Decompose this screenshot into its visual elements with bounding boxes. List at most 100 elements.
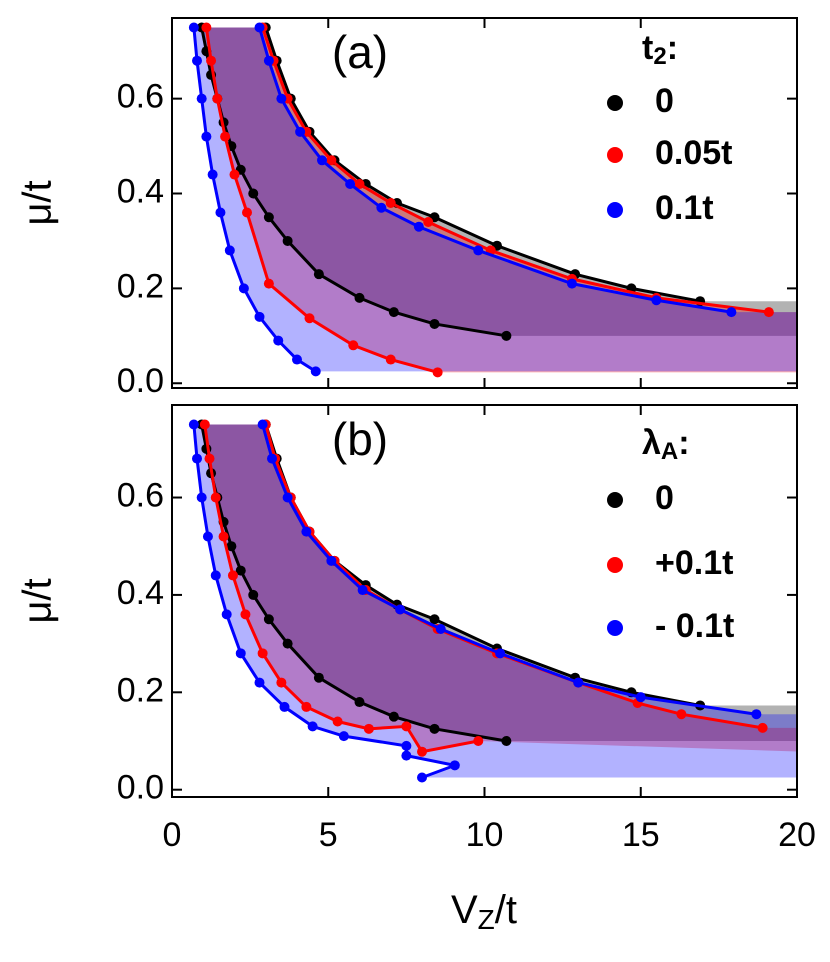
data-point <box>429 723 440 734</box>
series-line <box>264 27 701 303</box>
legend-title-sub: 2 <box>653 43 666 70</box>
y-axis-label: μ/t <box>16 180 60 225</box>
data-point <box>235 565 246 576</box>
legend-title-main: λ <box>642 424 661 462</box>
data-point <box>224 245 235 256</box>
data-point <box>651 295 662 306</box>
data-point <box>401 721 412 732</box>
data-point <box>326 155 337 166</box>
data-point <box>304 313 315 324</box>
data-point <box>501 330 512 341</box>
data-point <box>254 677 265 688</box>
data-point <box>276 93 287 104</box>
legend-label: - 0.1t <box>655 607 734 645</box>
y-tick-label: 0.4 <box>117 574 164 612</box>
x-tick-label: 0 <box>163 816 182 854</box>
data-point <box>188 22 199 33</box>
data-point <box>357 585 368 596</box>
panel-label: (a) <box>332 26 388 78</box>
legend-label: 0.1t <box>655 189 714 227</box>
legend-title-suffix: : <box>678 424 689 462</box>
legend-title: t2: <box>642 29 678 70</box>
data-point <box>763 307 774 318</box>
shaded-region <box>201 27 797 336</box>
data-point <box>248 188 259 199</box>
legend-label: 0 <box>655 479 674 517</box>
data-point <box>273 335 284 346</box>
data-point <box>210 492 221 503</box>
data-point <box>401 740 412 751</box>
legend-marker <box>607 147 623 163</box>
data-point <box>263 614 274 625</box>
data-point <box>301 526 312 537</box>
data-point <box>354 292 365 303</box>
data-point <box>282 235 293 246</box>
y-axis-label: μ/t <box>16 578 60 623</box>
data-point <box>292 354 302 365</box>
y-tick-label: 0.0 <box>117 769 164 807</box>
data-point <box>567 278 577 289</box>
legend-marker <box>607 492 623 508</box>
data-point <box>573 677 584 688</box>
data-point <box>206 55 217 66</box>
data-point <box>267 453 277 464</box>
data-point <box>263 212 274 223</box>
shaded-region <box>193 424 797 778</box>
data-point <box>201 22 212 33</box>
legend-marker <box>607 557 623 573</box>
data-point <box>473 736 484 746</box>
x-axis-label: VZ/t <box>451 888 517 936</box>
data-point <box>401 750 412 761</box>
data-point <box>326 555 337 566</box>
data-point <box>423 216 434 227</box>
data-point <box>363 723 374 734</box>
data-point <box>188 419 199 430</box>
data-point <box>254 22 265 33</box>
data-point <box>354 179 365 190</box>
data-point <box>385 354 396 365</box>
data-point <box>242 207 252 218</box>
series-line <box>258 27 732 314</box>
data-point <box>417 746 427 757</box>
data-point <box>196 492 207 503</box>
data-point <box>388 307 399 318</box>
data-point <box>192 453 202 464</box>
legend-title: λA: <box>642 424 690 465</box>
x-label-suffix: /t <box>495 888 517 932</box>
data-point <box>676 709 687 720</box>
legend-label: +0.1t <box>655 544 733 582</box>
data-point <box>332 716 343 727</box>
x-label-main: V <box>451 888 478 932</box>
shaded-region <box>201 424 797 741</box>
data-point <box>295 126 306 137</box>
data-point <box>429 614 440 625</box>
data-point <box>429 318 440 329</box>
data-point <box>317 155 327 166</box>
data-point <box>204 453 215 464</box>
series-line <box>261 27 770 314</box>
data-point <box>307 721 318 732</box>
data-point <box>432 367 443 378</box>
data-point <box>263 55 274 66</box>
legend-label: 0.05t <box>655 134 733 172</box>
data-point <box>279 701 290 712</box>
data-point <box>235 648 246 659</box>
data-point <box>435 624 446 634</box>
data-point <box>751 709 762 720</box>
y-tick-label: 0.2 <box>117 267 164 305</box>
data-point <box>202 531 213 542</box>
data-point <box>757 722 768 733</box>
legend-title-suffix: : <box>667 29 678 67</box>
x-tick-label: 15 <box>622 816 660 854</box>
data-point <box>248 589 259 600</box>
x-tick-label: 20 <box>778 816 816 854</box>
data-point <box>495 648 506 659</box>
data-point <box>388 711 399 722</box>
shaded-region <box>206 27 797 373</box>
data-point <box>238 283 249 294</box>
data-point <box>199 419 210 430</box>
data-point <box>376 202 387 213</box>
data-point <box>196 93 207 104</box>
y-tick-label: 0.6 <box>117 78 164 116</box>
